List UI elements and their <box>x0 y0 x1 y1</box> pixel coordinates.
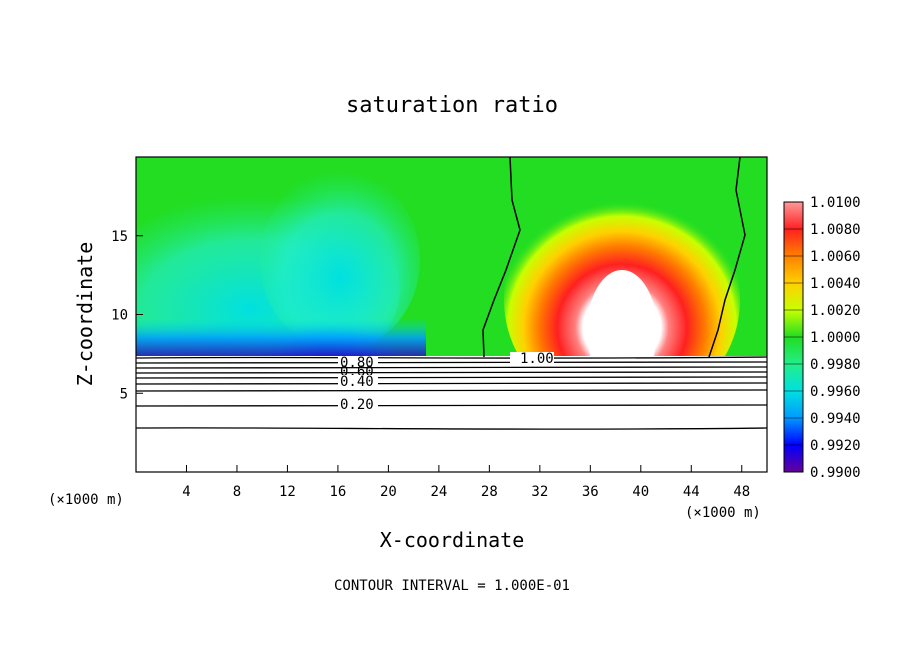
contour-line-0-60 <box>136 376 767 379</box>
chart-title: saturation ratio <box>346 93 558 118</box>
x-tick-label: 4 <box>182 484 190 500</box>
y-tick-label: 10 <box>111 308 128 324</box>
colorbar-label: 0.9920 <box>810 438 861 454</box>
colorbar-label: 1.0020 <box>810 303 861 319</box>
lower-white-region <box>136 356 767 472</box>
colorbar: 1.0100 1.0080 1.0060 1.0040 1.0020 1.0000 0.99… <box>783 195 861 481</box>
x-tick-label: 20 <box>380 484 397 500</box>
colorbar-label: 0.9940 <box>810 411 861 427</box>
contour-line-0-30 <box>136 404 767 407</box>
colorbar-label: 1.0000 <box>810 330 861 346</box>
contour-label-0-40: 0.40 <box>340 374 374 390</box>
blue-lower-band <box>136 318 426 358</box>
x-tick-label: 28 <box>481 484 498 500</box>
contour-line-0-90 <box>136 361 767 364</box>
x-tick-label: 40 <box>632 484 649 500</box>
x-unit-label-right: (×1000 m) <box>685 505 761 521</box>
x-axis-ticks: 4 8 12 16 20 24 28 32 36 40 44 48 <box>182 465 750 500</box>
contour-label-bg <box>338 397 378 409</box>
y-tick-label: 15 <box>111 229 128 245</box>
x-tick-label: 36 <box>582 484 599 500</box>
x-tick-label: 16 <box>329 484 346 500</box>
contour-line-0-40 <box>136 389 767 392</box>
contour-line-1-00-left <box>482 157 521 358</box>
x-tick-label: 48 <box>733 484 750 500</box>
contour-label-0-20: 0.20 <box>340 397 374 413</box>
y-tick-label: 5 <box>120 386 128 402</box>
contour-field <box>136 157 767 472</box>
x-unit-label-left: (×1000 m) <box>48 492 124 508</box>
contour-label-bg <box>338 375 378 387</box>
x-tick-label: 32 <box>531 484 548 500</box>
contour-line-0-50 <box>136 382 767 385</box>
x-tick-label: 12 <box>279 484 296 500</box>
x-tick-label: 24 <box>430 484 447 500</box>
contour-line-1-00-right <box>708 157 746 358</box>
colorbar-label: 1.0080 <box>810 222 861 238</box>
contour-label-0-80: 0.80 <box>340 355 374 371</box>
colorbar-label: 0.9900 <box>810 465 861 481</box>
contour-interval-label: CONTOUR INTERVAL = 1.000E-01 <box>334 578 570 594</box>
x-tick-label: 8 <box>233 484 241 500</box>
colorbar-label: 1.0060 <box>810 249 861 265</box>
contour-line-0-20 <box>136 427 767 430</box>
contour-line-1-00 <box>136 356 767 359</box>
colorbar-label: 1.0040 <box>810 276 861 292</box>
contour-line-0-80 <box>136 366 767 369</box>
x-tick-label: 44 <box>683 484 700 500</box>
colorbar-labels: 1.0100 1.0080 1.0060 1.0040 1.0020 1.0000 0.99… <box>784 195 861 481</box>
contour-label-1-00: 1.00 <box>520 351 554 367</box>
contour-line-0-70 <box>136 371 767 374</box>
y-axis-label: Z-coordinate <box>73 242 97 387</box>
colorbar-label: 1.0100 <box>810 195 861 211</box>
colorbar-label: 0.9980 <box>810 357 861 373</box>
x-axis-label: X-coordinate <box>380 528 525 552</box>
contour-label-bg <box>338 357 378 367</box>
colorbar-label: 0.9960 <box>810 384 861 400</box>
y-axis-ticks: 5 10 15 <box>111 229 143 402</box>
contour-label-bg <box>510 352 554 364</box>
